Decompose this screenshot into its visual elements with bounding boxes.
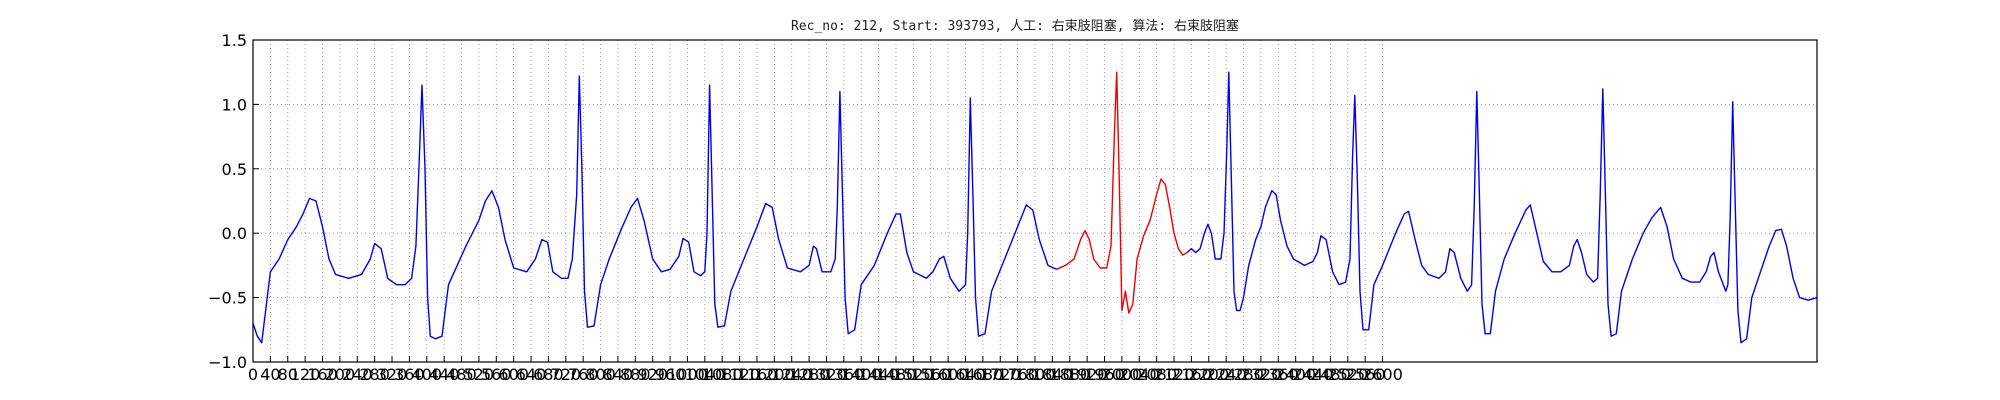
x-tick-label: 240 [342,365,373,384]
x-tick-label: 1840 [1032,365,1073,384]
x-tick-label: 1760 [997,365,1038,384]
ecg-series-3 [1186,71,1818,344]
x-tick-label: 40 [260,365,280,384]
x-tick-label: 2440 [1293,365,1334,384]
x-tick-label: 1480 [876,365,917,384]
y-axis-ticks: −1.0 −0.5 0.0 0.5 1.0 1.5 [208,31,259,372]
x-tick-label: 1800 [1015,365,1056,384]
x-tick-label: 2120 [1154,365,1195,384]
x-tick-label: 1440 [858,365,899,384]
x-tick-label: 2080 [1136,365,1177,384]
x-tick-label: 2160 [1171,365,1212,384]
chart-title: Rec_no: 212, Start: 393793, 人工: 右束肢阻塞, 算… [791,18,1239,34]
x-tick-label: 1160 [737,365,778,384]
y-tick-label: −1.0 [208,353,247,372]
x-tick-label: 800 [585,365,616,384]
ecg-series-2 [1056,71,1188,314]
x-tick-label: 1040 [684,365,725,384]
x-tick-label: 120 [290,365,321,384]
x-tick-label: 1720 [980,365,1021,384]
x-tick-label: 1680 [963,365,1004,384]
x-tick-label: 640 [516,365,547,384]
x-tick-label: 2480 [1310,365,1351,384]
x-tick-label: 2560 [1345,365,1386,384]
y-tick-label: 0.0 [222,224,247,243]
chart-grid [252,39,1817,363]
x-tick-label: 480 [446,365,477,384]
x-tick-label: 1920 [1067,365,1108,384]
x-tick-label: 2000 [1102,365,1143,384]
x-tick-label: 2600 [1362,365,1403,384]
x-tick-label: 1360 [823,365,864,384]
x-tick-label: 680 [533,365,564,384]
x-tick-label: 600 [498,365,529,384]
x-tick-label: 1000 [667,365,708,384]
x-tick-label: 1520 [893,365,934,384]
x-tick-label: 2280 [1223,365,1264,384]
x-tick-label: 2520 [1327,365,1368,384]
x-tick-label: 760 [568,365,599,384]
x-tick-label: 520 [464,365,495,384]
x-tick-label: 2360 [1258,365,1299,384]
x-tick-label: 160 [307,365,338,384]
x-tick-label: 720 [551,365,582,384]
x-tick-label: 840 [603,365,634,384]
y-tick-label: 0.5 [222,160,247,179]
x-tick-label: 1280 [789,365,830,384]
x-tick-label: 1400 [841,365,882,384]
x-tick-label: 320 [377,365,408,384]
x-tick-label: 400 [412,365,443,384]
x-tick-label: 2240 [1206,365,1247,384]
x-tick-label: 2040 [1119,365,1160,384]
x-tick-label: 1320 [806,365,847,384]
x-tick-label: 2320 [1241,365,1282,384]
y-tick-label: 1.5 [222,31,247,50]
x-tick-label: 1080 [702,365,743,384]
x-tick-label: 1240 [771,365,812,384]
y-tick-label: −0.5 [208,289,247,308]
y-tick-label: 1.0 [222,95,247,114]
x-tick-label: 0 [248,365,258,384]
x-tick-label: 80 [278,365,298,384]
ecg-series-1 [252,75,1057,344]
x-tick-label: 880 [620,365,651,384]
x-tick-label: 960 [655,365,686,384]
x-tick-label: 560 [481,365,512,384]
x-tick-label: 1880 [1049,365,1090,384]
x-tick-label: 2400 [1275,365,1316,384]
x-tick-label: 2200 [1188,365,1229,384]
x-tick-label: 1120 [719,365,760,384]
x-tick-label: 280 [359,365,390,384]
chart-series [252,71,1818,344]
x-tick-label: 440 [429,365,460,384]
x-tick-label: 1960 [1084,365,1125,384]
x-tick-label: 1200 [754,365,795,384]
x-tick-label: 1640 [945,365,986,384]
x-tick-label: 1560 [910,365,951,384]
x-tick-label: 360 [394,365,425,384]
x-tick-label: 920 [637,365,668,384]
x-tick-label: 1600 [928,365,969,384]
x-axis-ticks: 0 408012016020024028032036040044048052056… [248,356,1403,384]
x-tick-label: 200 [325,365,356,384]
